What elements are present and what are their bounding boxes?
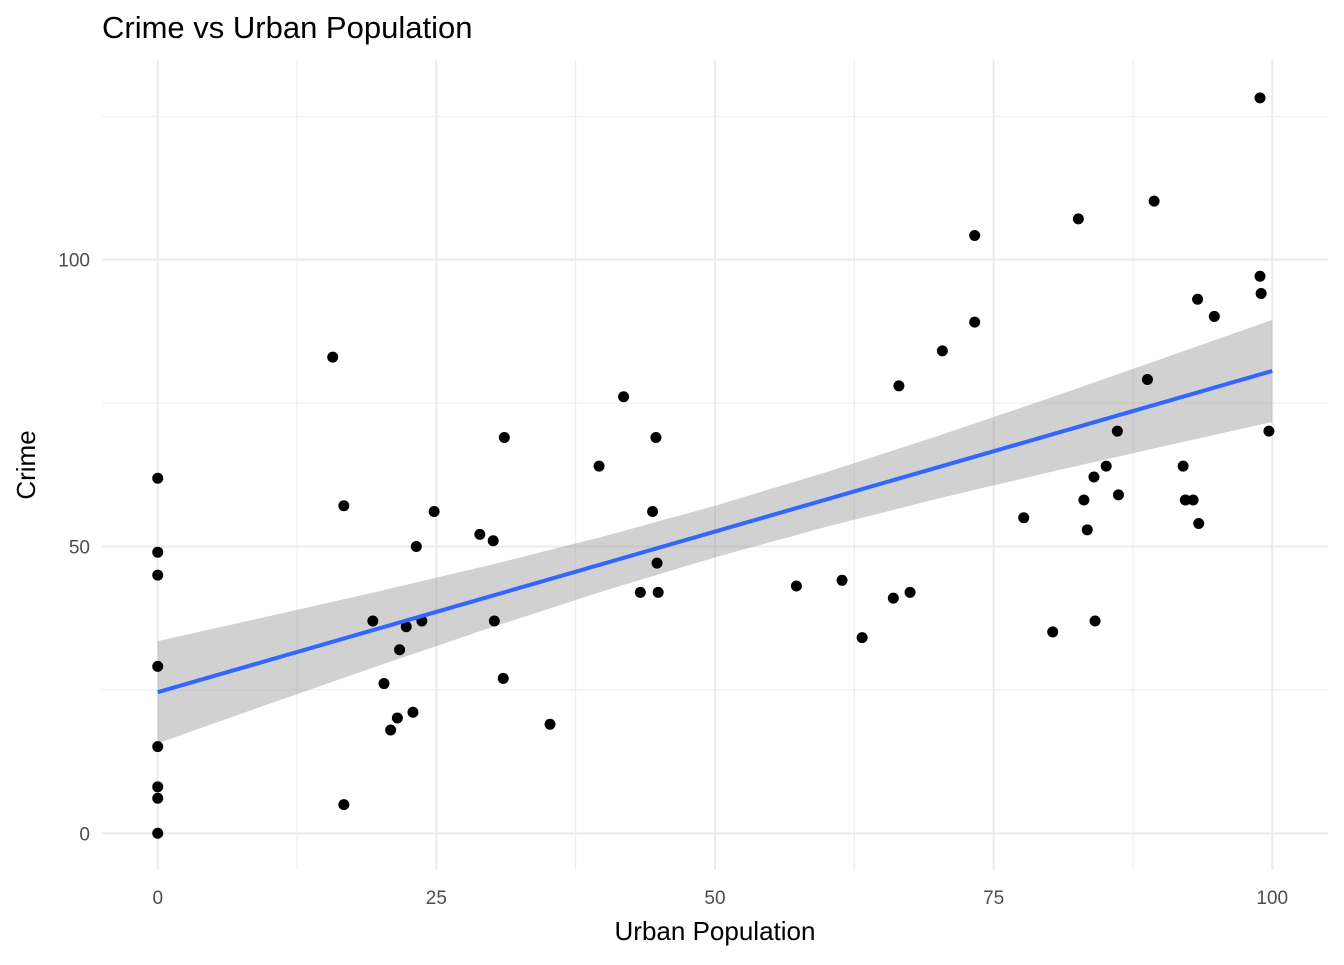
data-point [893, 380, 905, 392]
fit-line [157, 368, 1273, 695]
data-point [1148, 195, 1160, 207]
y-tick-label: 0 [79, 824, 90, 845]
chart-title: Crime vs Urban Population [102, 10, 472, 45]
x-axis-label: Urban Population [615, 916, 816, 946]
data-point [650, 431, 662, 443]
data-point [1088, 471, 1100, 483]
data-point [647, 505, 659, 517]
data-point [936, 345, 948, 357]
x-tick-label: 75 [983, 888, 1004, 909]
data-point [391, 712, 403, 724]
data-point [152, 660, 164, 672]
data-point [634, 586, 646, 598]
y-tick-label: 50 [69, 537, 90, 558]
data-point [1177, 460, 1189, 472]
data-point [593, 460, 605, 472]
gridlines [102, 60, 1328, 870]
x-tick-label: 25 [426, 888, 447, 909]
data-point [1100, 460, 1112, 472]
data-point [378, 678, 390, 690]
data-point [904, 586, 916, 598]
data-point [152, 792, 164, 804]
data-point [544, 718, 556, 730]
data-point [836, 574, 848, 586]
data-point [1208, 310, 1220, 322]
data-point [1018, 512, 1030, 524]
data-point [1192, 293, 1204, 305]
data-point [652, 586, 664, 598]
data-point [651, 557, 663, 569]
data-point [887, 592, 899, 604]
data-point [1112, 489, 1124, 501]
data-point [407, 706, 419, 718]
y-tick-label: 100 [58, 251, 90, 272]
data-point [1254, 270, 1266, 282]
data-point [497, 672, 509, 684]
data-point [338, 799, 350, 811]
regression-line [157, 368, 1273, 695]
data-point [152, 827, 164, 839]
data-point [1047, 626, 1059, 638]
data-point [1179, 494, 1191, 506]
data-point [327, 351, 339, 363]
data-point [1255, 287, 1267, 299]
data-point [394, 644, 406, 656]
data-point [1254, 92, 1266, 104]
data-point [856, 632, 868, 644]
x-tick-label: 0 [152, 888, 163, 909]
tick-labels: 0 25 50 75 100 0 50 100 [58, 251, 1288, 909]
data-point [487, 535, 499, 547]
data-point [790, 580, 802, 592]
data-point [618, 391, 630, 403]
data-point [474, 528, 486, 540]
data-points [152, 92, 1275, 839]
data-point [1263, 425, 1275, 437]
data-point [428, 505, 440, 517]
data-point [1187, 494, 1199, 506]
data-point [1072, 213, 1084, 225]
data-point [152, 781, 164, 793]
data-point [400, 621, 412, 633]
x-tick-label: 50 [704, 888, 725, 909]
data-point [1089, 615, 1101, 627]
data-point [1111, 425, 1123, 437]
data-point [152, 546, 164, 558]
data-point [498, 431, 510, 443]
y-axis-label: Crime [11, 430, 41, 499]
data-point [969, 316, 981, 328]
data-point [1078, 494, 1090, 506]
data-point [488, 615, 500, 627]
data-point [152, 569, 164, 581]
data-point [367, 615, 379, 627]
x-tick-label: 100 [1256, 888, 1288, 909]
data-point [385, 724, 397, 736]
data-point [1193, 518, 1205, 530]
data-point [1141, 374, 1153, 386]
data-point [152, 472, 164, 484]
data-point [410, 540, 422, 552]
data-point [338, 500, 350, 512]
data-point [969, 230, 981, 242]
data-point [152, 741, 164, 753]
data-point [1081, 524, 1093, 536]
